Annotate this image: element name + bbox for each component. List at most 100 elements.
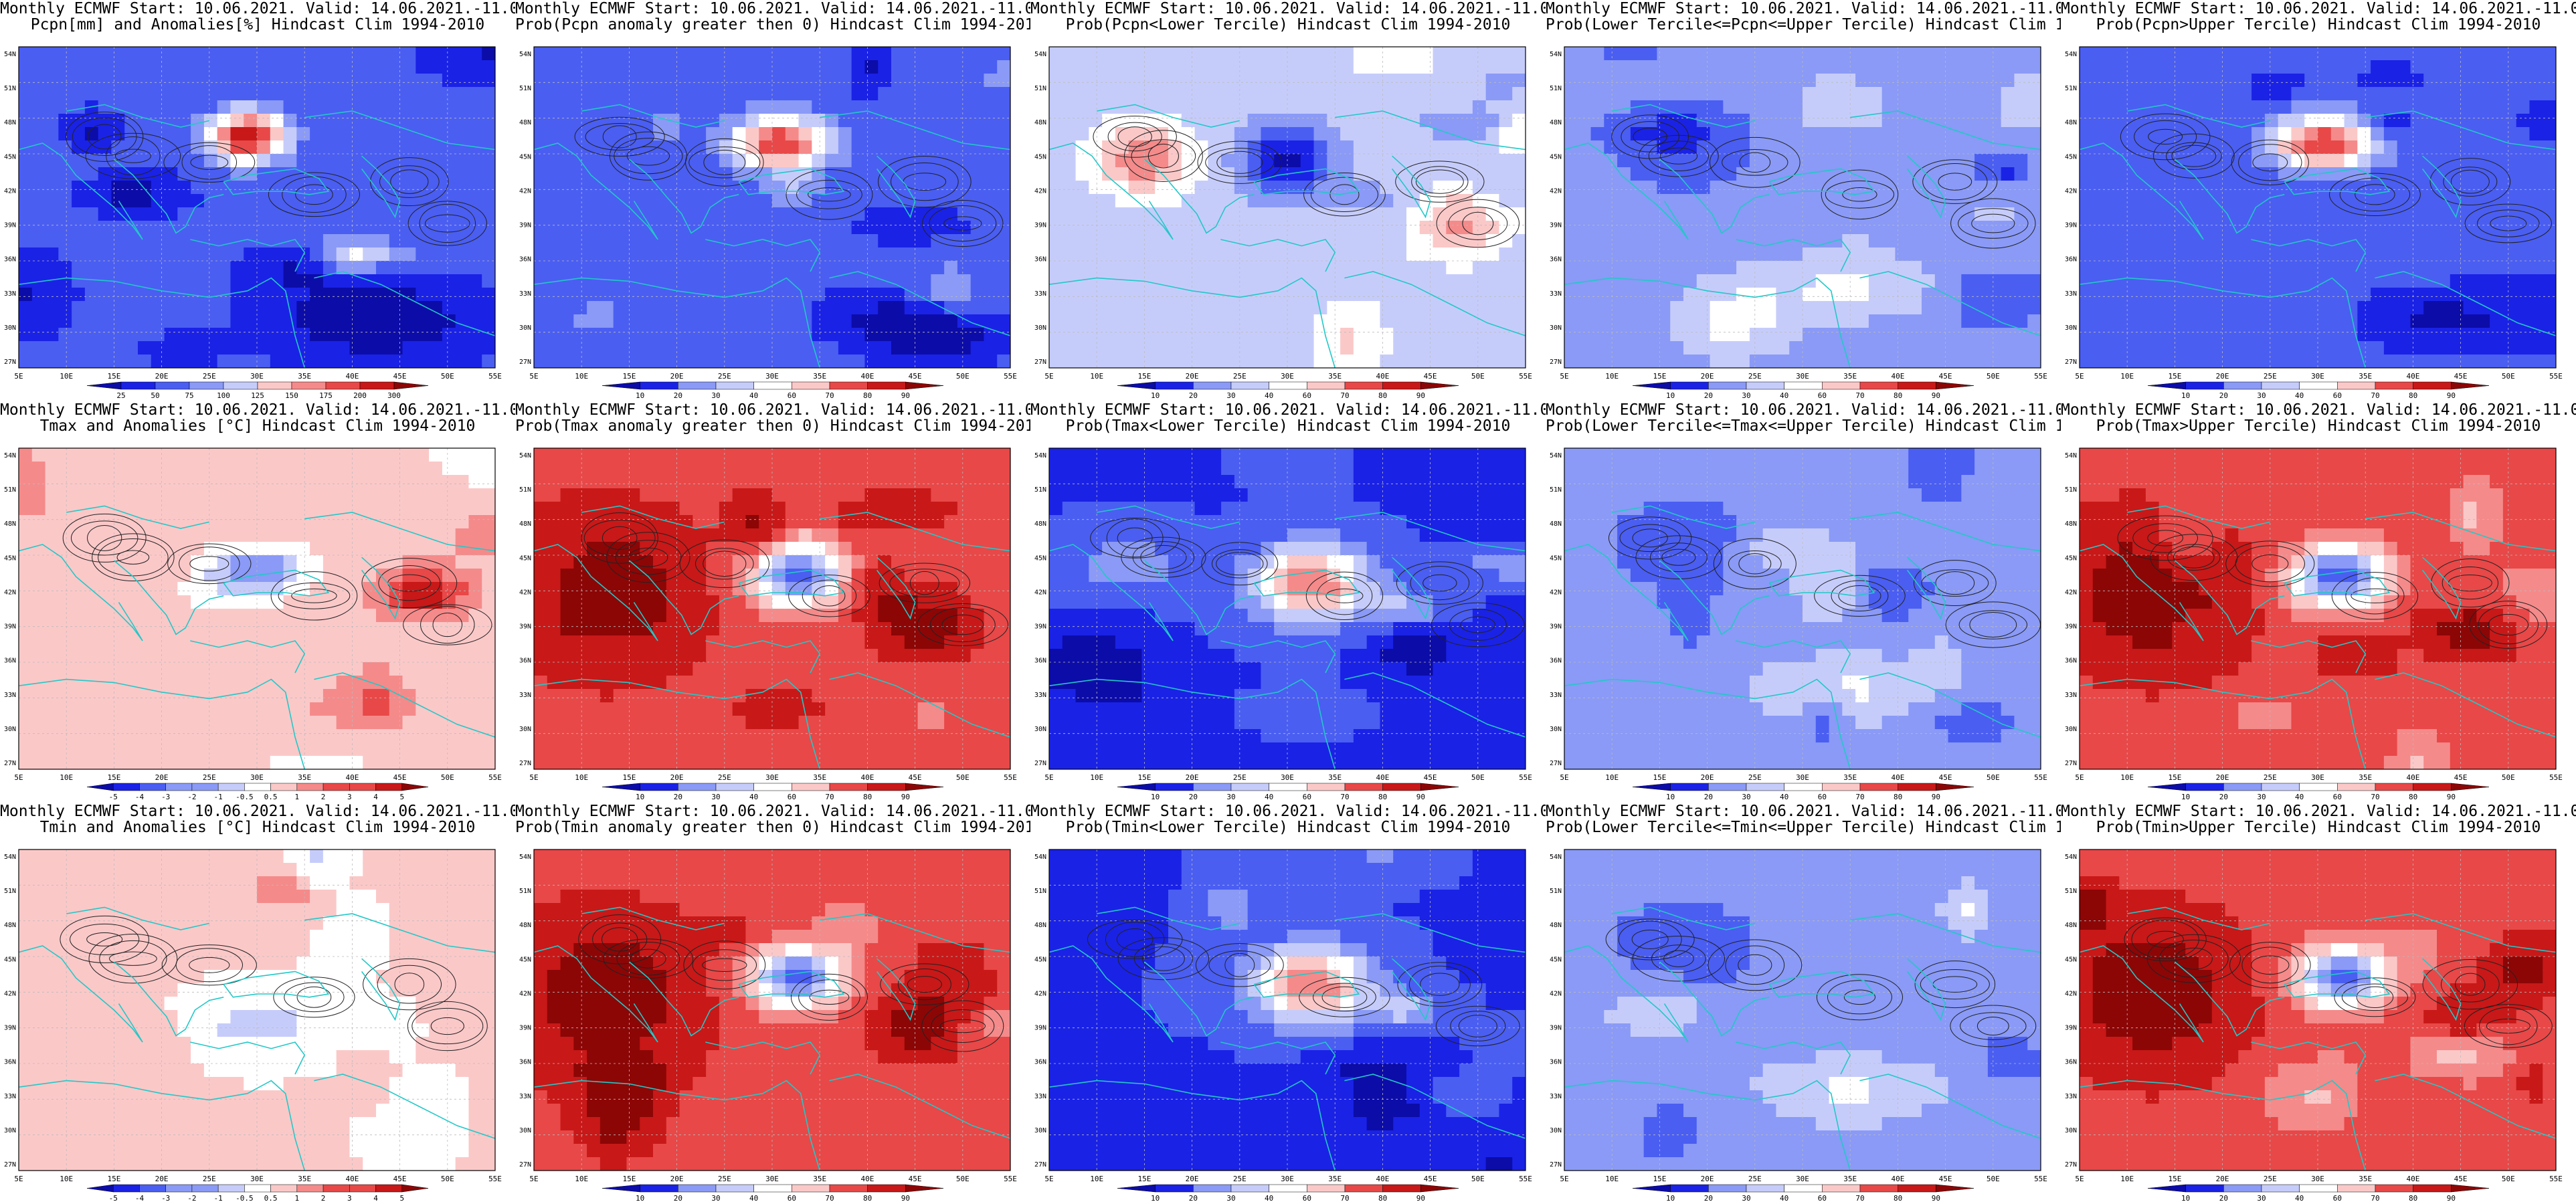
field-cell	[2001, 167, 2015, 181]
field-cell	[389, 47, 403, 61]
field-cell	[1155, 288, 1169, 302]
field-cell	[455, 47, 470, 61]
field-cell	[1670, 247, 1684, 262]
field-cell	[2344, 87, 2358, 101]
field-cell	[2106, 194, 2120, 208]
field-cell	[944, 355, 958, 368]
field-cell	[1247, 314, 1262, 328]
field-cell	[1762, 181, 1777, 195]
field-cell	[1380, 114, 1394, 128]
field-cell	[957, 221, 972, 235]
field-cell	[600, 288, 614, 302]
field-cell	[878, 194, 892, 208]
field-cell	[1710, 181, 1724, 195]
field-cell	[838, 140, 852, 155]
field-cell	[1604, 274, 1618, 288]
field-cell	[2318, 341, 2332, 355]
field-cell	[283, 288, 297, 302]
field-cell	[349, 288, 363, 302]
field-cell	[72, 221, 86, 235]
field-cell	[1141, 87, 1156, 101]
field-cell	[732, 87, 747, 101]
field-cell	[1406, 301, 1420, 315]
field-cell	[970, 341, 985, 355]
field-cell	[904, 301, 919, 315]
field-cell	[1696, 301, 1711, 315]
field-cell	[376, 154, 390, 168]
field-cell	[1630, 355, 1645, 368]
field-cell	[257, 314, 271, 328]
field-cell	[1696, 314, 1711, 328]
field-cell	[2502, 87, 2517, 101]
field-cell	[772, 127, 786, 141]
field-cell	[1089, 47, 1103, 61]
field-cell	[719, 100, 733, 114]
field-cell	[2304, 167, 2318, 181]
field-cell	[1590, 314, 1604, 328]
field-cell	[283, 127, 297, 141]
field-cell	[363, 194, 377, 208]
lat-tick-label: 33N	[2065, 290, 2077, 298]
field-cell	[72, 502, 86, 516]
field-cell	[1102, 74, 1116, 88]
field-cell	[1829, 140, 1843, 155]
field-cell	[1776, 100, 1790, 114]
field-cell	[984, 100, 998, 114]
lon-tick-label: 20E	[1701, 372, 1714, 381]
field-cell	[164, 127, 178, 141]
field-cell	[177, 207, 191, 221]
field-cell	[2529, 247, 2543, 262]
field-cell	[1710, 140, 1724, 155]
field-cell	[1683, 274, 1697, 288]
field-cell	[1908, 87, 1922, 101]
field-cell	[45, 207, 59, 221]
field-cell	[666, 221, 680, 235]
field-cell	[653, 154, 667, 168]
coastline	[1049, 277, 1336, 368]
field-cell	[2371, 328, 2385, 342]
field-cell	[2199, 194, 2213, 208]
field-cell	[1380, 234, 1394, 248]
field-cell	[1776, 60, 1790, 74]
field-cell	[653, 261, 667, 275]
field-cell	[1340, 328, 1354, 342]
field-cell	[2516, 154, 2531, 168]
field-cell	[19, 569, 33, 583]
field-cell	[1419, 74, 1434, 88]
field-cell	[1710, 247, 1724, 262]
field-cell	[336, 127, 351, 141]
field-cell	[1168, 47, 1182, 61]
field-cell	[2330, 154, 2345, 168]
field-cell	[2172, 288, 2186, 302]
field-cell	[1366, 74, 1381, 88]
field-cell	[2145, 167, 2160, 181]
field-cell	[1829, 355, 1843, 368]
field-cell	[1075, 261, 1089, 275]
field-cell	[1803, 328, 1817, 342]
field-cell	[1723, 114, 1737, 128]
field-cell	[98, 261, 112, 275]
field-cell	[203, 100, 218, 114]
field-cell	[772, 100, 786, 114]
field-cell	[838, 355, 852, 368]
field-cell	[1855, 355, 1869, 368]
field-cell	[1617, 100, 1631, 114]
field-cell	[2027, 87, 2041, 101]
field-cell	[1128, 247, 1143, 262]
field-cell	[45, 181, 59, 195]
field-cell	[812, 127, 826, 141]
field-cell	[296, 181, 310, 195]
field-cell	[1485, 261, 1500, 275]
field-cell	[1590, 127, 1604, 141]
field-cell	[2502, 60, 2517, 74]
field-cell	[2278, 314, 2292, 328]
field-cell	[1313, 194, 1327, 208]
orography-contour	[1131, 139, 1196, 173]
field-cell	[732, 74, 747, 88]
field-cell	[1433, 288, 1447, 302]
field-cell	[732, 47, 747, 61]
field-cell	[666, 234, 680, 248]
field-cell	[851, 247, 866, 262]
field-cell	[1380, 221, 1394, 235]
field-cell	[1987, 60, 2002, 74]
